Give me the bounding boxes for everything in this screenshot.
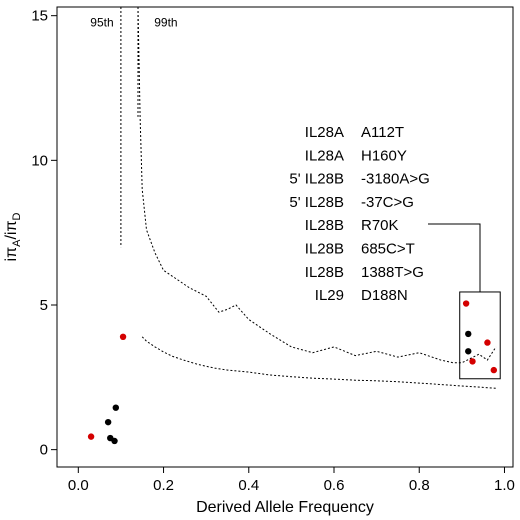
variant-change: -37C>G [361, 194, 414, 211]
variant-change: 1388T>G [361, 264, 424, 281]
data-point [484, 339, 491, 346]
y-label-main: iπ [3, 247, 20, 262]
threshold-curve-95th [141, 336, 497, 389]
variant-change: A112T [361, 124, 404, 141]
y-tick-label: 5 [40, 297, 48, 314]
data-point [112, 404, 120, 411]
variant-change: -3180A>G [361, 171, 430, 188]
data-point [462, 300, 470, 307]
variant-gene: IL28B [305, 217, 344, 234]
variant-change: 685C>T [361, 241, 415, 258]
variant-gene: 5' IL28B [289, 171, 344, 188]
data-point [119, 333, 127, 341]
y-label-sub-a: A [11, 239, 23, 247]
variant-change: H160Y [361, 147, 407, 164]
y-tick-label: 15 [31, 8, 48, 25]
curve-label-95th: 95th [90, 16, 113, 30]
variant-change: D188N [361, 287, 408, 304]
x-tick-label: 0.8 [409, 477, 430, 494]
variant-list: IL28A A112T IL28A H160Y 5' IL28B -3180A>G 5' I… [289, 124, 429, 304]
variant-gene: IL28B [305, 264, 344, 281]
y-label-sub-d: D [11, 212, 23, 220]
data-point [465, 348, 472, 355]
plot-area: 95th 99th [87, 7, 501, 445]
data-point [490, 366, 498, 374]
y-tick-label: 0 [40, 442, 48, 459]
y-tick-label: 10 [31, 152, 48, 169]
data-point [111, 437, 118, 445]
x-tick-label: 1.0 [494, 477, 515, 494]
variant-gene: IL29 [315, 287, 344, 304]
leader-line [428, 223, 481, 292]
x-tick-label: 0.6 [324, 477, 345, 494]
variant-gene: IL28B [305, 241, 344, 258]
variant-gene: IL28A [305, 124, 344, 141]
curve-label-99th: 99th [154, 16, 177, 30]
x-tick-label: 0.2 [153, 477, 174, 494]
plot-frame [56, 6, 514, 468]
variant-gene: IL28A [305, 147, 344, 164]
y-axis: 0 5 10 15 [31, 8, 57, 459]
data-point [465, 330, 472, 338]
threshold-curve-99th [137, 7, 497, 364]
x-axis: 0.0 0.2 0.4 0.6 0.8 1.0 [68, 467, 515, 494]
x-axis-label: Derived Allele Frequency [196, 499, 374, 516]
x-tick-label: 0.4 [238, 477, 259, 494]
y-axis-label: iπA/iπD [3, 212, 23, 261]
data-point [469, 358, 476, 365]
data-point [87, 433, 95, 440]
data-point [104, 418, 112, 426]
x-tick-label: 0.0 [68, 477, 89, 494]
y-label-slash: /iπ [3, 220, 20, 239]
variant-gene: 5' IL28B [289, 194, 344, 211]
variant-change: R70K [361, 217, 399, 234]
